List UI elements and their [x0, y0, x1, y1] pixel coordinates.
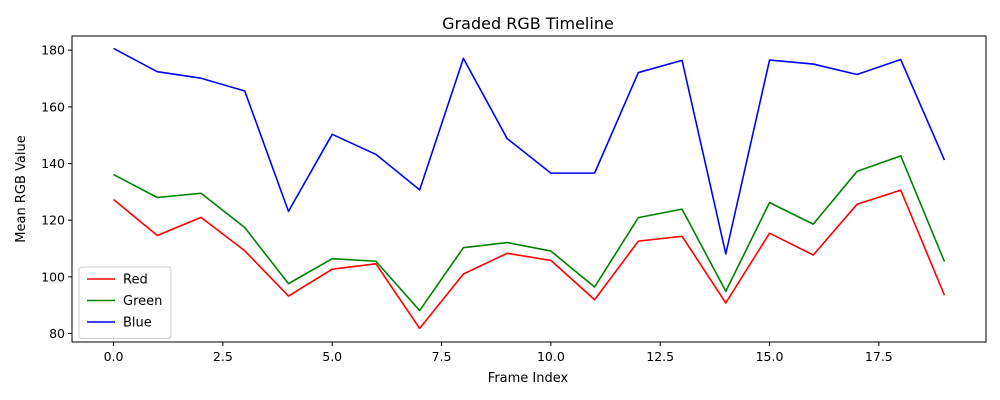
chart-title: Graded RGB Timeline — [442, 14, 614, 33]
x-axis-label: Frame Index — [488, 371, 569, 386]
x-tick-label: 17.5 — [865, 349, 893, 364]
legend-label-green: Green — [123, 294, 162, 309]
x-tick-label: 5.0 — [322, 349, 342, 364]
series-line-red — [113, 189, 946, 330]
x-tick-label: 0.0 — [104, 349, 124, 364]
y-axis: 80 100 120 140 160 180 — [41, 43, 72, 341]
y-tick-label: 80 — [49, 326, 65, 341]
plot-frame — [71, 35, 987, 343]
legend-label-blue: Blue — [123, 316, 152, 331]
legend: Red Green Blue — [78, 266, 172, 339]
x-tick-label: 15.0 — [756, 349, 784, 364]
y-tick-label: 160 — [41, 99, 65, 114]
y-tick-label: 140 — [41, 156, 65, 171]
legend-box — [78, 266, 172, 339]
legend-label-red: Red — [123, 273, 148, 288]
x-tick-label: 7.5 — [432, 349, 452, 364]
y-tick-label: 180 — [41, 43, 65, 58]
plot-area — [113, 47, 946, 330]
series-line-green — [113, 155, 946, 312]
series-line-blue — [113, 47, 946, 255]
y-tick-label: 120 — [41, 213, 65, 228]
x-tick-label: 2.5 — [213, 349, 233, 364]
x-tick-label: 10.0 — [537, 349, 565, 364]
y-tick-label: 100 — [41, 269, 65, 284]
x-tick-label: 12.5 — [646, 349, 674, 364]
y-axis-label: Mean RGB Value — [14, 135, 29, 242]
x-axis: 0.0 2.5 5.0 7.5 10.0 12.5 15.0 17.5 — [104, 342, 893, 364]
